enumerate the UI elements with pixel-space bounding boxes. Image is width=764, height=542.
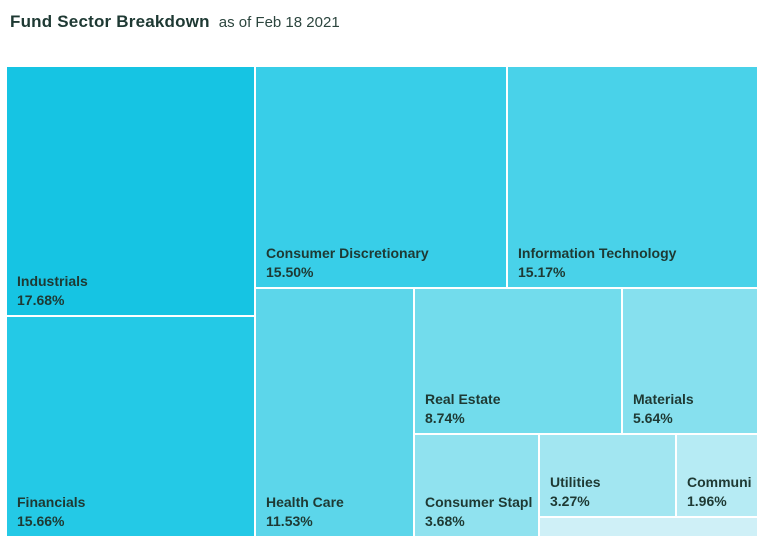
treemap-cell-materials[interactable]: Materials 5.64% — [623, 289, 757, 433]
cell-label-group: Industrials 17.68% — [17, 272, 248, 310]
cell-sector-label: Utilities — [550, 474, 601, 490]
cell-percentage-value: 3.68% — [425, 513, 465, 529]
cell-label-group: Communi... 1.96% — [687, 473, 751, 511]
treemap-cell-health-care[interactable]: Health Care 11.53% — [256, 289, 413, 536]
cell-sector-label: Information Technology — [518, 245, 677, 261]
treemap-cell-information-technology[interactable]: Information Technology 15.17% — [508, 67, 757, 287]
cell-sector-label: Consumer Stapl... — [425, 494, 532, 510]
cell-percentage-value: 3.27% — [550, 493, 590, 509]
cell-percentage-value: 15.17% — [518, 264, 566, 280]
cell-percentage-value: 1.96% — [687, 493, 727, 509]
cell-percentage-value: 17.68% — [17, 292, 65, 308]
cell-percentage-value: 11.53% — [266, 513, 313, 529]
cell-sector-label: Communi... — [687, 474, 751, 490]
cell-sector-label: Industrials — [17, 273, 88, 289]
cell-label-group: Utilities 3.27% — [550, 473, 669, 511]
cell-sector-label: Financials — [17, 494, 86, 510]
cell-percentage-value: 15.50% — [266, 264, 314, 280]
treemap-cell-communi[interactable]: Communi... 1.96% — [677, 435, 757, 516]
treemap-cell-consumer-stapl[interactable]: Consumer Stapl... 3.68% — [415, 435, 538, 536]
cell-label-group: Financials 15.66% — [17, 493, 248, 531]
treemap-cell-financials[interactable]: Financials 15.66% — [7, 317, 254, 536]
cell-sector-label: Health Care — [266, 494, 344, 510]
treemap-cell-unlabeled[interactable] — [540, 518, 757, 536]
chart-as-of-date: as of Feb 18 2021 — [218, 14, 340, 31]
chart-title: Fund Sector Breakdown — [10, 12, 210, 31]
cell-sector-label: Materials — [633, 391, 694, 407]
cell-label-group: Information Technology 15.17% — [518, 244, 751, 282]
sector-treemap: Industrials 17.68% Financials 15.66% Consume… — [7, 67, 757, 536]
cell-percentage-value: 5.64% — [633, 410, 673, 426]
treemap-cell-consumer-discretionary[interactable]: Consumer Discretionary 15.50% — [256, 67, 506, 287]
cell-label-group: Real Estate 8.74% — [425, 390, 615, 428]
cell-label-group: Health Care 11.53% — [266, 493, 407, 531]
treemap-cell-real-estate[interactable]: Real Estate 8.74% — [415, 289, 621, 433]
treemap-cell-industrials[interactable]: Industrials 17.68% — [7, 67, 254, 315]
cell-percentage-value: 15.66% — [17, 513, 65, 529]
cell-label-group: Materials 5.64% — [633, 390, 751, 428]
cell-sector-label: Consumer Discretionary — [266, 245, 429, 261]
chart-header: Fund Sector Breakdown as of Feb 18 2021 — [10, 12, 340, 32]
cell-label-group: Consumer Stapl... 3.68% — [425, 493, 532, 531]
treemap-cell-utilities[interactable]: Utilities 3.27% — [540, 435, 675, 516]
cell-label-group: Consumer Discretionary 15.50% — [266, 244, 500, 282]
cell-sector-label: Real Estate — [425, 391, 501, 407]
cell-percentage-value: 8.74% — [425, 410, 465, 426]
